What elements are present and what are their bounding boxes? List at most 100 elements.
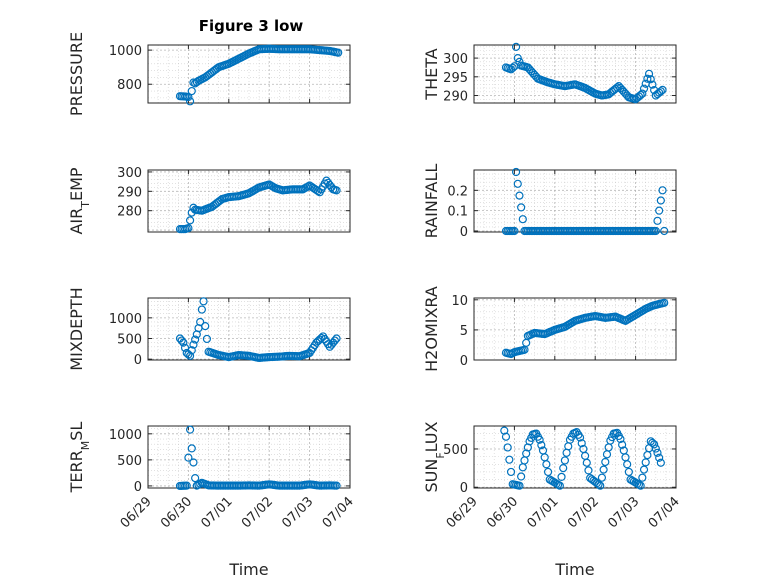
ylabel: SUNFLUX	[422, 421, 447, 492]
data-marker	[597, 473, 607, 482]
data-marker	[623, 460, 632, 469]
y-tick-label: 10	[451, 294, 468, 309]
data-marker	[185, 216, 195, 225]
data-marker	[501, 432, 511, 441]
data-marker	[332, 334, 341, 343]
x-tick-label: 06/30	[484, 494, 521, 531]
data-marker	[191, 474, 200, 483]
data-marker	[646, 75, 655, 84]
y-tick-label: 0.2	[447, 184, 468, 199]
data-marker	[601, 457, 610, 467]
data-marker	[644, 69, 654, 78]
data-points	[175, 176, 341, 234]
data-marker	[636, 90, 645, 100]
y-tick-label: 500	[117, 454, 142, 469]
data-marker	[187, 444, 196, 453]
data-marker	[582, 458, 591, 467]
y-tick-label: 295	[443, 71, 468, 86]
data-marker	[179, 338, 188, 347]
y-tick-label: 0	[460, 354, 468, 369]
xlabel: Time	[554, 560, 594, 579]
data-marker	[643, 74, 652, 83]
ylabel: RAINFALL	[422, 164, 441, 239]
x-tick-label: 07/04	[320, 494, 357, 531]
y-tick-label: 0	[134, 353, 142, 368]
data-marker	[187, 346, 196, 355]
data-marker	[510, 226, 519, 236]
data-marker	[655, 206, 664, 215]
data-marker	[653, 216, 662, 225]
data-points	[175, 297, 341, 363]
data-marker	[197, 305, 206, 314]
data-marker	[577, 439, 586, 448]
y-tick-label: 5	[460, 324, 468, 339]
subplot-mixdepth: 0 500 1000 MIXDEPTH	[67, 287, 351, 371]
y-tick-label: 0.1	[447, 205, 468, 220]
data-marker	[332, 186, 341, 195]
figure-title: Figure 3 low	[199, 17, 304, 35]
ylabel: TERRMSL	[67, 422, 92, 494]
data-points	[500, 426, 665, 490]
data-marker	[535, 435, 544, 444]
data-marker	[332, 481, 341, 490]
y-tick-label: 300	[443, 52, 468, 67]
data-marker	[557, 472, 566, 482]
x-tick-label: 07/02	[239, 494, 276, 531]
data-marker	[537, 441, 546, 450]
x-tick-label: 06/29	[118, 494, 155, 531]
ylabel: PRESSURE	[67, 32, 86, 116]
data-marker	[517, 472, 526, 481]
y-tick-label: 280	[117, 205, 142, 220]
x-tick-label: 06/29	[444, 494, 481, 531]
data-marker	[618, 440, 627, 449]
data-marker	[189, 340, 198, 349]
data-points	[501, 167, 669, 236]
data-marker	[330, 336, 339, 345]
data-marker	[596, 481, 605, 490]
ylabel: AIRTEMP	[67, 167, 92, 234]
data-marker	[196, 317, 205, 327]
subplot-airtemp: 280 290 300 AIRTEMP	[67, 166, 351, 235]
data-marker	[660, 298, 669, 307]
axes-box	[473, 44, 677, 104]
x-tick-label: 07/01	[199, 494, 236, 531]
data-marker	[656, 87, 665, 96]
y-tick-label: 0	[460, 481, 468, 496]
data-marker	[612, 83, 622, 92]
data-marker	[584, 466, 593, 475]
x-tick-label: 07/02	[565, 494, 602, 531]
data-marker	[508, 63, 517, 72]
data-marker	[542, 460, 551, 469]
data-marker	[511, 167, 521, 177]
data-marker	[575, 433, 585, 442]
y-tick-label: 0	[134, 480, 142, 495]
data-marker	[515, 481, 524, 490]
ylabel: H2OMIXRA	[422, 286, 441, 372]
data-marker	[560, 456, 570, 465]
data-marker	[334, 48, 343, 57]
data-marker	[653, 448, 662, 457]
y-tick-label: 290	[117, 185, 142, 200]
data-marker	[505, 455, 514, 464]
data-points	[175, 425, 341, 491]
data-marker	[559, 463, 568, 473]
axes-box	[473, 425, 677, 489]
data-marker	[187, 86, 196, 96]
y-tick-label: 1000	[109, 44, 142, 59]
data-marker	[518, 215, 527, 224]
ylabel: MIXDEPTH	[67, 287, 86, 370]
data-marker	[513, 179, 522, 188]
data-marker	[594, 480, 603, 489]
data-marker	[616, 434, 625, 444]
x-tick-label: 07/03	[279, 494, 316, 531]
axes-box	[147, 169, 351, 233]
data-marker	[660, 226, 669, 236]
data-marker	[650, 440, 659, 449]
ylabel: THETA	[422, 48, 441, 100]
data-marker	[624, 467, 633, 477]
data-marker	[599, 465, 608, 474]
data-points	[501, 298, 669, 359]
xlabel: Time	[228, 560, 268, 579]
y-tick-label: 1000	[109, 312, 142, 327]
